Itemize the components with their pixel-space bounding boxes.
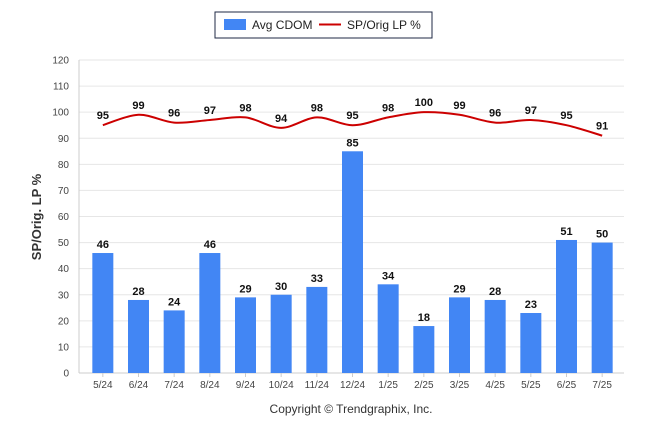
y-tick-label: 20 [58, 316, 70, 327]
x-tick-label: 11/24 [305, 380, 330, 391]
bars: 46 28 24 46 29 30 33 85 34 18 29 28 23 51 50 [92, 137, 613, 373]
bar [484, 299, 506, 373]
bar-data-label: 18 [418, 312, 430, 324]
y-tick-label: 40 [58, 264, 70, 275]
line-data-label: 94 [275, 113, 288, 125]
y-tick-label: 50 [58, 238, 70, 249]
bar-data-label: 46 [204, 239, 216, 251]
y-tick-label: 60 [58, 212, 70, 223]
x-tick-label: 3/25 [450, 380, 470, 391]
y-tick-label: 120 [52, 56, 69, 67]
y-tick-label: 30 [58, 290, 70, 301]
bar [591, 242, 613, 373]
bar [449, 297, 470, 373]
bar [306, 286, 328, 373]
x-tick-label: 6/24 [129, 380, 149, 391]
x-tick-label: 2/25 [414, 380, 434, 391]
x-tick-label: 8/24 [200, 380, 220, 391]
bar [520, 313, 542, 373]
bar-data-label: 28 [489, 286, 501, 298]
bar-data-label: 28 [132, 286, 144, 298]
legend-line-label: SP/Orig LP % [347, 18, 421, 32]
x-tick-label: 10/24 [269, 380, 294, 391]
y-tick-label: 70 [58, 186, 70, 197]
y-axis-label: SP/Orig. LP % [29, 173, 44, 260]
bar [413, 326, 435, 373]
x-tick-label: 5/25 [521, 380, 541, 391]
line-data-label: 95 [346, 110, 358, 122]
x-tick-label: 7/24 [164, 380, 184, 391]
y-tick-label: 10 [58, 342, 70, 353]
bar-data-label: 50 [596, 229, 608, 241]
line-data-label: 100 [415, 97, 433, 109]
bar-data-label: 29 [239, 283, 251, 295]
copyright-footer: Copyright © Trendgraphix, Inc. [270, 402, 433, 416]
line-data-label: 95 [560, 110, 572, 122]
bar [199, 253, 221, 373]
bar [163, 310, 185, 373]
y-tick-label: 100 [52, 108, 69, 119]
x-tick-label: 4/25 [485, 380, 505, 391]
bar-data-label: 51 [560, 226, 572, 238]
legend-bar-label: Avg CDOM [252, 18, 312, 32]
line-data-label: 98 [311, 102, 323, 114]
line-data-label: 95 [97, 110, 109, 122]
line-data-label: 97 [525, 105, 537, 117]
line-data-label: 96 [168, 108, 180, 120]
bar [556, 239, 577, 373]
y-tick-label: 0 [63, 369, 69, 380]
x-tick-label: 12/24 [340, 380, 365, 391]
line-data-label: 91 [596, 121, 608, 133]
x-tick-label: 9/24 [236, 380, 256, 391]
y-tick-label: 80 [58, 160, 70, 171]
bar [270, 294, 292, 373]
bar-data-label: 30 [275, 281, 287, 293]
x-tick-label: 6/25 [557, 380, 577, 391]
line-data-label: 98 [382, 102, 394, 114]
bar-data-label: 85 [346, 137, 358, 149]
legend: Avg CDOM SP/Orig LP % [214, 11, 433, 39]
bar-data-label: 29 [453, 283, 465, 295]
line-data-label: 99 [132, 100, 144, 112]
bar-data-label: 46 [97, 239, 109, 251]
bar [128, 299, 149, 373]
x-tick-label: 5/24 [93, 380, 113, 391]
line-data-label: 98 [239, 102, 251, 114]
line-path [102, 111, 603, 137]
legend-bar-swatch [224, 19, 246, 30]
x-tick-label: 7/25 [592, 380, 612, 391]
bar [92, 253, 114, 373]
x-axis-ticks: 5/24 6/24 7/24 8/24 9/24 10/24 11/24 12/24 1/25 2… [93, 373, 612, 391]
bar [377, 284, 399, 373]
bar-data-label: 33 [311, 273, 323, 285]
bar [342, 151, 363, 373]
bar [235, 297, 256, 373]
y-axis-ticks: 0 10 20 30 40 50 60 70 80 90 100 110 120 [52, 56, 69, 380]
line-data-label: 96 [489, 108, 501, 120]
x-tick-label: 1/25 [378, 380, 398, 391]
bar-data-label: 23 [525, 299, 537, 311]
bar-data-label: 34 [382, 270, 395, 282]
line-data-label: 99 [453, 100, 465, 112]
bar-data-label: 24 [168, 296, 181, 308]
y-tick-label: 110 [53, 82, 69, 93]
line-series: 95 99 96 97 98 94 98 95 98 100 99 96 97 95 91 [97, 97, 608, 137]
line-data-label: 97 [204, 105, 216, 117]
y-tick-label: 90 [58, 134, 70, 145]
